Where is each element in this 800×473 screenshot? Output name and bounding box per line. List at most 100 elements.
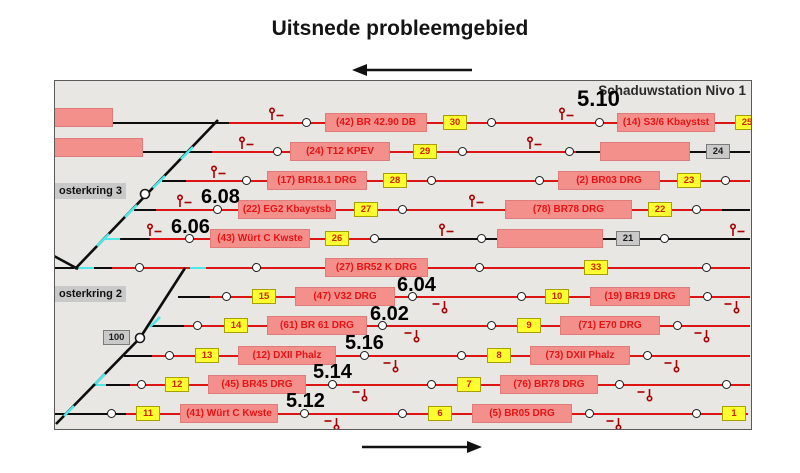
block-number-tag[interactable]: 6 — [428, 406, 452, 421]
track-node[interactable] — [427, 176, 436, 185]
block-number-tag[interactable]: 7 — [457, 377, 481, 392]
track-block[interactable]: (45) BR45 DRG — [208, 375, 306, 394]
signal-icon[interactable] — [352, 388, 372, 402]
track-node[interactable] — [302, 118, 311, 127]
track-node[interactable] — [595, 118, 604, 127]
block-number-tag[interactable]: 22 — [648, 202, 672, 217]
block-number-tag[interactable]: 26 — [325, 231, 349, 246]
track-block[interactable]: (17) BR18.1 DRG — [267, 171, 367, 190]
track-block[interactable]: (78) BR78 DRG — [505, 200, 632, 219]
track-node[interactable] — [398, 205, 407, 214]
track-node[interactable] — [722, 380, 731, 389]
track-node[interactable] — [165, 351, 174, 360]
block-number-tag[interactable]: 33 — [584, 260, 608, 275]
block-number-tag[interactable]: 13 — [195, 348, 219, 363]
track-node[interactable] — [222, 292, 231, 301]
track-block[interactable]: (2) BR03 DRG — [558, 171, 660, 190]
block-number-tag[interactable]: 28 — [383, 173, 407, 188]
switch-number-tag[interactable]: 100 — [103, 330, 130, 345]
signal-icon[interactable] — [324, 417, 344, 429]
signal-icon[interactable] — [694, 329, 714, 343]
track-node[interactable] — [702, 263, 711, 272]
track-block[interactable]: (27) BR52 K DRG — [325, 258, 428, 277]
track-block[interactable]: (19) BR19 DRG — [590, 287, 690, 306]
signal-icon[interactable] — [729, 223, 749, 237]
track-block[interactable]: (22) EG2 Kbaystsb — [238, 200, 336, 219]
track-node[interactable] — [107, 409, 116, 418]
track-block[interactable]: (61) BR 61 DRG — [267, 316, 367, 335]
track-block[interactable]: (14) S3/6 Kbaystst — [617, 113, 715, 132]
track-node[interactable] — [458, 147, 467, 156]
track-block[interactable]: (71) E70 DRG — [560, 316, 660, 335]
track-node[interactable] — [615, 380, 624, 389]
track-node[interactable] — [487, 321, 496, 330]
track-node[interactable] — [408, 292, 417, 301]
block-number-tag[interactable]: 11 — [136, 406, 160, 421]
track-node[interactable] — [643, 351, 652, 360]
block-number-tag[interactable]: 27 — [354, 202, 378, 217]
block-number-tag[interactable]: 8 — [487, 348, 511, 363]
block-number-tag[interactable]: 23 — [677, 173, 701, 188]
signal-icon[interactable] — [664, 359, 684, 373]
block-number-tag[interactable]: 29 — [413, 144, 437, 159]
signal-icon[interactable] — [238, 136, 258, 150]
track-block[interactable]: (73) DXII Phalz — [530, 346, 630, 365]
occupancy-block[interactable] — [497, 229, 603, 248]
track-node[interactable] — [457, 351, 466, 360]
signal-icon[interactable] — [176, 194, 196, 208]
track-node[interactable] — [252, 263, 261, 272]
signal-icon[interactable] — [383, 359, 403, 373]
occupancy-block[interactable] — [55, 138, 143, 157]
track-block[interactable]: (76) BR78 DRG — [500, 375, 598, 394]
track-node[interactable] — [585, 409, 594, 418]
signal-icon[interactable] — [404, 329, 424, 343]
track-node[interactable] — [565, 147, 574, 156]
signal-icon[interactable] — [210, 165, 230, 179]
track-node[interactable] — [242, 176, 251, 185]
track-node[interactable] — [137, 380, 146, 389]
signal-icon[interactable] — [146, 223, 166, 237]
signal-icon[interactable] — [438, 223, 458, 237]
track-node[interactable] — [370, 234, 379, 243]
occupancy-block[interactable] — [600, 142, 690, 161]
occupancy-block[interactable] — [55, 108, 113, 127]
track-node[interactable] — [193, 321, 202, 330]
track-node[interactable] — [185, 234, 194, 243]
track-node[interactable] — [517, 292, 526, 301]
block-number-tag[interactable]: 30 — [443, 115, 467, 130]
block-number-tag[interactable]: 9 — [517, 318, 541, 333]
block-number-tag[interactable]: 15 — [252, 289, 276, 304]
block-number-tag[interactable]: 10 — [545, 289, 569, 304]
track-node[interactable] — [427, 380, 436, 389]
switch-number-tag[interactable]: 21 — [616, 231, 640, 246]
signal-icon[interactable] — [526, 136, 546, 150]
track-node[interactable] — [378, 321, 387, 330]
signal-icon[interactable] — [606, 417, 626, 429]
track-block[interactable]: (42) BR 42.90 DB — [325, 113, 427, 132]
track-block[interactable]: (47) V32 DRG — [295, 287, 395, 306]
track-node[interactable] — [328, 380, 337, 389]
track-node[interactable] — [660, 234, 669, 243]
track-block[interactable]: (43) Würt C Kwste — [210, 229, 310, 248]
track-node[interactable] — [360, 351, 369, 360]
track-node[interactable] — [398, 409, 407, 418]
track-node[interactable] — [213, 205, 222, 214]
track-block[interactable]: (41) Würt C Kwste — [180, 404, 278, 423]
block-number-tag[interactable]: 14 — [224, 318, 248, 333]
track-node[interactable] — [703, 292, 712, 301]
track-node[interactable] — [535, 176, 544, 185]
signal-icon[interactable] — [432, 300, 452, 314]
signal-icon[interactable] — [558, 107, 578, 121]
track-node[interactable] — [477, 234, 486, 243]
signal-icon[interactable] — [468, 194, 488, 208]
track-node[interactable] — [721, 176, 730, 185]
track-block[interactable]: (5) BR05 DRG — [472, 404, 572, 423]
track-node[interactable] — [135, 263, 144, 272]
signal-icon[interactable] — [637, 388, 657, 402]
switch-number-tag[interactable]: 24 — [706, 144, 730, 159]
track-node[interactable] — [673, 321, 682, 330]
signal-icon[interactable] — [268, 107, 288, 121]
track-node[interactable] — [692, 409, 701, 418]
block-number-tag[interactable]: 25 — [735, 115, 751, 130]
block-number-tag[interactable]: 1 — [722, 406, 746, 421]
